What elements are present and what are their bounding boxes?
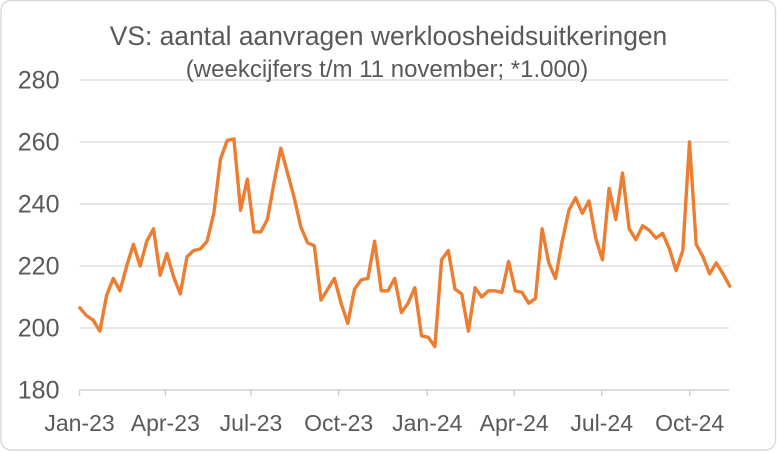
svg-text:220: 220 (18, 253, 60, 281)
svg-text:280: 280 (18, 67, 60, 95)
svg-text:Oct-23: Oct-23 (304, 410, 373, 436)
svg-text:VS: aantal aanvragen werkloosh: VS: aantal aanvragen werkloosheidsuitker… (110, 21, 668, 51)
svg-text:200: 200 (18, 315, 60, 343)
svg-text:260: 260 (18, 129, 60, 157)
svg-text:Apr-23: Apr-23 (131, 410, 200, 436)
svg-text:240: 240 (18, 191, 60, 219)
svg-text:Apr-24: Apr-24 (480, 410, 549, 436)
svg-text:180: 180 (18, 377, 60, 405)
svg-text:(weekcijfers t/m 11 november;: (weekcijfers t/m 11 november; *1.000) (186, 56, 588, 83)
svg-text:Oct-24: Oct-24 (655, 410, 724, 436)
svg-text:Jul-24: Jul-24 (570, 410, 633, 436)
svg-text:Jul-23: Jul-23 (220, 410, 283, 436)
svg-text:Jan-23: Jan-23 (44, 410, 114, 436)
svg-text:Jan-24: Jan-24 (392, 410, 463, 436)
